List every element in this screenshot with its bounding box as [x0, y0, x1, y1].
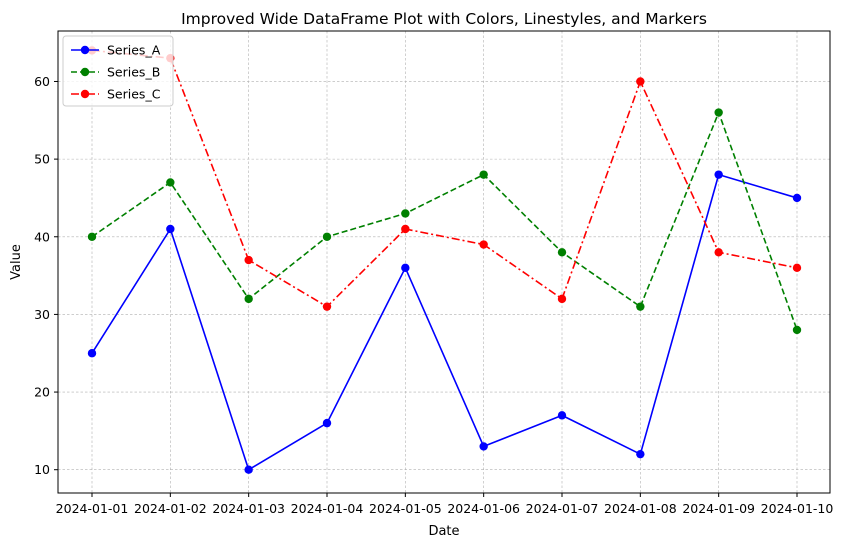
data-point [166, 178, 175, 187]
series-line-series-b [91, 111, 798, 331]
legend-label: Series_B [107, 65, 160, 80]
x-tick-label: 2024-01-06 [447, 501, 520, 516]
data-point [322, 232, 332, 241]
data-point [244, 465, 253, 474]
data-point [479, 442, 488, 451]
y-tick-label: 30 [34, 307, 50, 322]
legend-label: Series_C [107, 87, 161, 102]
x-tick-label: 2024-01-09 [682, 501, 755, 516]
data-point [714, 108, 723, 117]
series-layer [87, 46, 802, 474]
data-point [166, 224, 175, 234]
legend-marker [80, 67, 90, 77]
data-point [401, 263, 410, 273]
y-axis-label: Value [9, 244, 24, 280]
data-point [87, 349, 97, 358]
data-point [792, 193, 802, 203]
x-axis: 2024-01-01 2024-01-02 2024-01-03 2024-01-04… [56, 493, 834, 516]
data-point [792, 263, 802, 273]
grid [58, 31, 830, 493]
x-tick-label: 2024-01-01 [56, 501, 129, 516]
data-point [714, 170, 723, 179]
data-point [244, 255, 253, 265]
data-point [244, 294, 253, 304]
data-point [557, 411, 567, 420]
y-tick-label: 20 [34, 385, 50, 400]
data-point [714, 248, 723, 257]
series-line-series-c [91, 49, 798, 308]
legend-label: Series_A [107, 43, 161, 58]
x-tick-label: 2024-01-07 [526, 501, 599, 516]
data-point [792, 325, 802, 335]
x-tick-label: 2024-01-02 [134, 501, 207, 516]
x-tick-label: 2024-01-10 [761, 501, 834, 516]
data-point [479, 240, 488, 249]
y-tick-label: 40 [34, 229, 50, 244]
legend-marker [80, 45, 90, 55]
legend: Series_A Series_B Series_C [62, 35, 174, 107]
data-point [401, 209, 410, 218]
data-point [557, 248, 567, 257]
x-axis-label: Date [428, 524, 459, 539]
legend-box [62, 35, 174, 107]
data-point [87, 232, 97, 241]
series-line-series-a [91, 173, 798, 471]
data-point [322, 418, 332, 428]
y-tick-label: 10 [34, 462, 50, 477]
data-point [479, 170, 488, 179]
chart-title: Improved Wide DataFrame Plot with Colors… [181, 10, 707, 28]
x-tick-label: 2024-01-05 [369, 501, 442, 516]
y-axis: 10 20 30 40 50 60 [34, 74, 58, 477]
y-tick-label: 50 [34, 152, 50, 167]
x-tick-label: 2024-01-08 [604, 501, 677, 516]
x-tick-label: 2024-01-04 [291, 501, 364, 516]
y-tick-label: 60 [34, 74, 50, 89]
data-point [322, 302, 332, 311]
data-point [636, 77, 645, 86]
data-point [557, 294, 567, 304]
data-point [636, 449, 645, 459]
legend-marker [80, 89, 90, 99]
plot-frame [57, 30, 831, 494]
data-point [401, 224, 410, 234]
data-point [636, 302, 645, 311]
x-tick-label: 2024-01-03 [212, 501, 285, 516]
